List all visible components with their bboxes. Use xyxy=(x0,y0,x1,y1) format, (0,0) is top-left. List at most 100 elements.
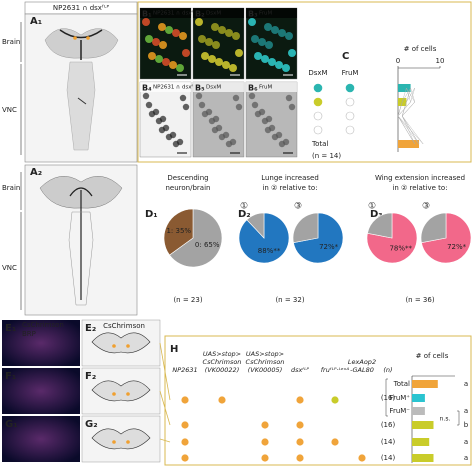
genotype-dot xyxy=(313,111,323,121)
pie-title: neuron/brain xyxy=(166,184,211,192)
soma xyxy=(73,36,77,40)
region-label: Brain xyxy=(2,184,20,192)
cell xyxy=(208,117,216,125)
cell xyxy=(152,38,160,46)
bar xyxy=(398,84,411,92)
ns-bracket xyxy=(457,410,460,426)
tile-label: B₃ xyxy=(248,10,258,19)
cell xyxy=(264,126,272,134)
soma xyxy=(126,392,130,396)
genotype-dot xyxy=(313,97,323,107)
cell xyxy=(212,41,220,49)
genotype-dot xyxy=(218,396,226,404)
genotype-dot xyxy=(181,454,189,462)
cell xyxy=(251,101,259,109)
cell xyxy=(198,35,206,43)
slice-label: 1: 35% xyxy=(166,227,191,235)
cell xyxy=(208,55,216,63)
bar xyxy=(412,380,438,388)
micrograph xyxy=(2,368,80,414)
soma xyxy=(86,36,90,40)
genotype-dot xyxy=(296,421,304,429)
micrograph xyxy=(2,320,80,366)
cell xyxy=(254,110,262,118)
cell xyxy=(145,101,153,109)
slice-label: 72%* xyxy=(319,243,339,251)
column-header: (VK00005) xyxy=(248,366,282,374)
n-note: (n = 23) xyxy=(173,296,202,304)
pie-slice xyxy=(367,212,393,239)
tile-label: B₄ xyxy=(142,84,152,93)
cell xyxy=(182,103,190,111)
column-header: UAS>stop> xyxy=(246,350,284,358)
cell xyxy=(215,58,223,66)
soma xyxy=(112,440,116,444)
cell xyxy=(201,52,209,60)
title-bg xyxy=(140,82,191,92)
cell xyxy=(211,23,219,31)
cell xyxy=(271,26,279,34)
soma xyxy=(112,392,116,396)
column-header: CsChrimson xyxy=(203,358,242,366)
vnc-outline xyxy=(66,61,96,151)
panel-label: E₂ xyxy=(85,323,96,334)
cell xyxy=(278,29,286,37)
cell xyxy=(271,133,279,141)
cell xyxy=(285,94,293,102)
genotype-dot xyxy=(181,438,189,446)
cell xyxy=(218,26,226,34)
genotype-dot xyxy=(331,396,339,404)
cell xyxy=(195,18,203,26)
cell xyxy=(288,49,296,57)
pie-slice xyxy=(163,208,194,256)
individual-line xyxy=(397,87,424,145)
soma xyxy=(112,344,116,348)
panel-label: H xyxy=(170,344,178,355)
cell xyxy=(235,103,243,111)
pie-slice xyxy=(366,212,418,264)
pie-marker: ③ xyxy=(422,202,430,212)
slice-label: 78%** xyxy=(389,245,412,253)
individual-line xyxy=(397,87,415,145)
tile-label: B₆ xyxy=(248,84,258,93)
slice-label: 88%** xyxy=(258,247,281,255)
genotype-dot xyxy=(261,438,269,446)
a-header: NP2631 ∩ dsxᶠᴸᴾ xyxy=(53,4,110,12)
n-note: (n = 36) xyxy=(405,296,434,304)
stat-letter: a xyxy=(464,380,468,388)
bar xyxy=(398,140,419,148)
cell xyxy=(195,92,203,100)
genotype-dot xyxy=(345,97,355,107)
tile-title: NP2631 ∩ dsxᶠᴸᴾ xyxy=(153,84,197,91)
cell xyxy=(145,35,153,43)
slice-label: 0: 65% xyxy=(195,241,220,249)
pie-marker: ③ xyxy=(294,202,302,212)
panel-label: C xyxy=(342,51,349,62)
h-frame xyxy=(164,335,472,466)
cell xyxy=(205,38,213,46)
genotype-dot xyxy=(345,111,355,121)
n-note: (n = 14) xyxy=(312,152,341,160)
cell xyxy=(225,29,233,37)
cell xyxy=(198,101,206,109)
neuron xyxy=(59,29,103,60)
cell xyxy=(148,52,156,60)
column-header: LexAop2 xyxy=(348,358,376,366)
cell xyxy=(285,32,293,40)
pie-slice xyxy=(169,208,223,268)
x-tick-label: 10 xyxy=(436,57,445,65)
genotype-dot xyxy=(345,83,355,93)
cell xyxy=(229,64,237,72)
cell xyxy=(155,55,163,63)
cell xyxy=(251,35,259,43)
cell xyxy=(148,110,156,118)
panel-label: G₂ xyxy=(85,419,98,430)
genotype-dot xyxy=(181,421,189,429)
title-bg xyxy=(246,8,297,18)
channel-label: CsChrimson xyxy=(103,322,145,330)
column-header: (VK00022) xyxy=(205,366,239,374)
title-bg xyxy=(193,82,244,92)
cell xyxy=(261,117,269,125)
